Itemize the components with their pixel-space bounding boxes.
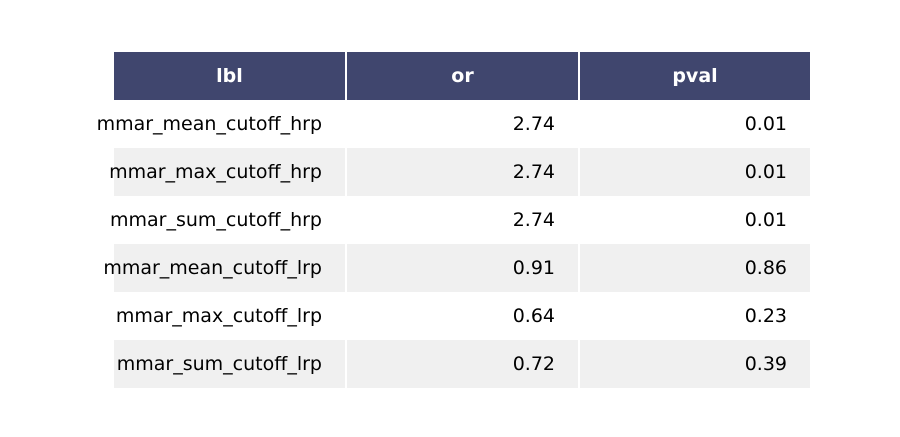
- table-row: mmar_mean_cutoff_hrp 2.74 0.01: [96, 100, 810, 148]
- table-cell-pval: 0.01: [578, 196, 810, 244]
- table-row: mmar_max_cutoff_hrp 2.74 0.01: [109, 148, 810, 196]
- table-cell-pval: 0.86: [578, 244, 810, 292]
- column-header-lbl: lbl: [216, 65, 243, 87]
- column-header-or: or: [345, 52, 578, 100]
- table-row: mmar_sum_cutoff_hrp 2.74 0.01: [110, 196, 810, 244]
- table-cell-or: 2.74: [345, 196, 578, 244]
- table-cell-lbl: mmar_max_cutoff_hrp: [109, 161, 322, 183]
- table-header-row: lbl or pval: [114, 52, 810, 100]
- table-row: mmar_mean_cutoff_lrp 0.91 0.86: [103, 244, 810, 292]
- table-cell-pval: 0.01: [578, 148, 810, 196]
- table-cell-lbl: mmar_mean_cutoff_lrp: [103, 257, 322, 279]
- table-cell-pval: 0.01: [578, 100, 810, 148]
- table-cell-or: 0.72: [345, 340, 578, 388]
- table-cell-or: 0.91: [345, 244, 578, 292]
- table-cell-pval: 0.23: [578, 292, 810, 340]
- results-table: lbl or pval mmar_mean_cutoff_hrp 2.74 0.01 mma…: [96, 52, 810, 388]
- table-cell-or: 0.64: [345, 292, 578, 340]
- column-header-pval: pval: [578, 52, 810, 100]
- table-cell-lbl: mmar_max_cutoff_lrp: [115, 305, 322, 327]
- table-cell-lbl: mmar_mean_cutoff_hrp: [96, 113, 322, 135]
- table-cell-or: 2.74: [345, 148, 578, 196]
- table-row: mmar_sum_cutoff_lrp 0.72 0.39: [114, 340, 810, 388]
- table-cell-or: 2.74: [345, 100, 578, 148]
- table-cell-lbl: mmar_sum_cutoff_lrp: [116, 353, 322, 375]
- table-cell-lbl: mmar_sum_cutoff_hrp: [110, 209, 322, 231]
- table-cell-pval: 0.39: [578, 340, 810, 388]
- table-row: mmar_max_cutoff_lrp 0.64 0.23: [114, 292, 810, 340]
